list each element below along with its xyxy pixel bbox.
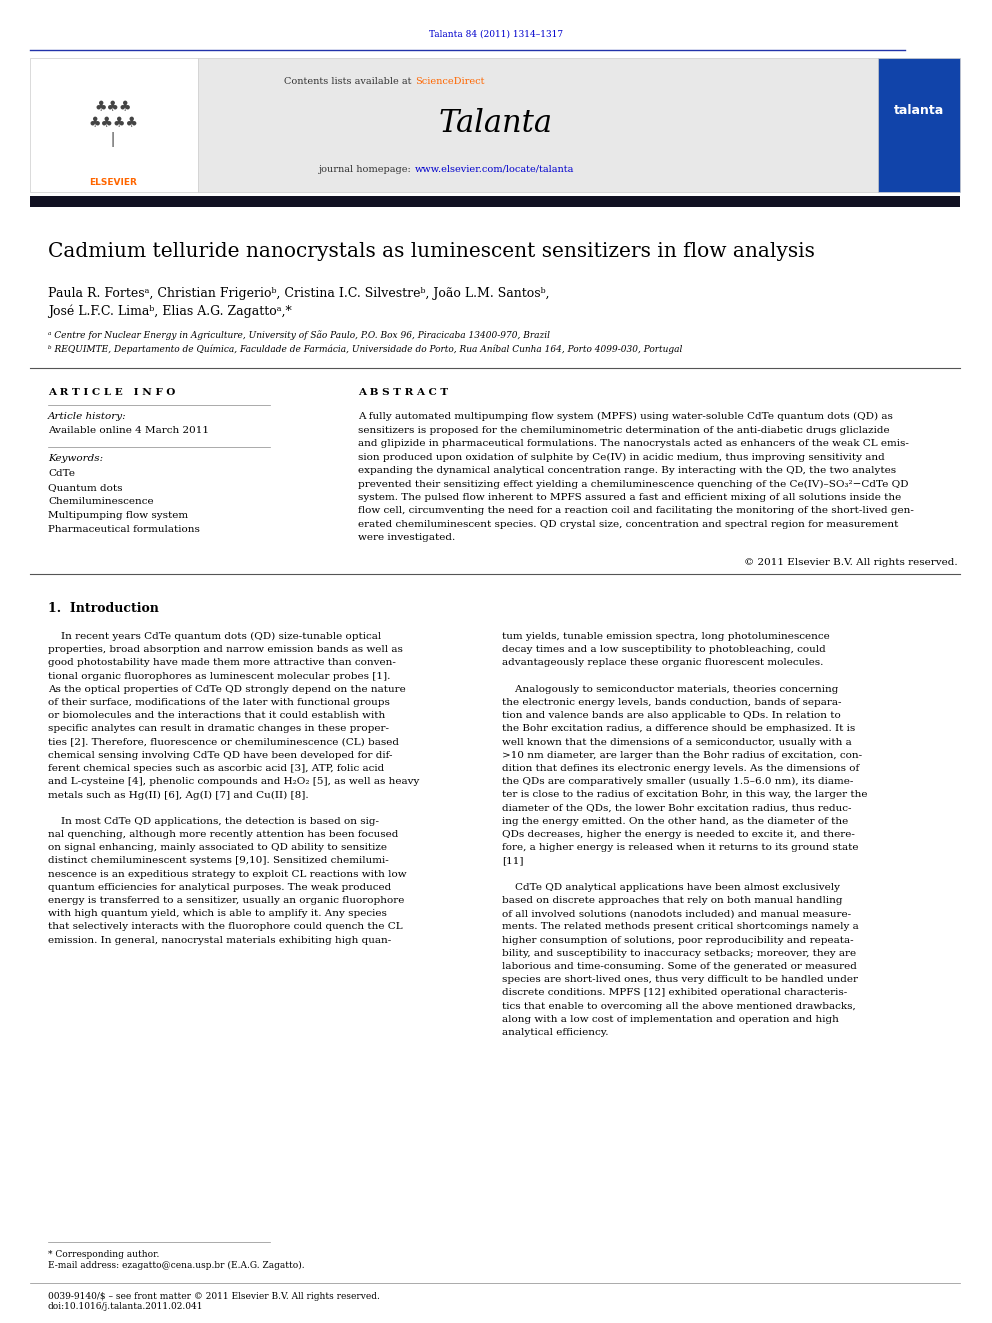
Text: along with a low cost of implementation and operation and high: along with a low cost of implementation … (502, 1015, 839, 1024)
Text: A R T I C L E   I N F O: A R T I C L E I N F O (48, 388, 176, 397)
Text: of all involved solutions (nanodots included) and manual measure-: of all involved solutions (nanodots incl… (502, 909, 851, 918)
Text: Available online 4 March 2011: Available online 4 March 2011 (48, 426, 209, 435)
Text: the electronic energy levels, bands conduction, bands of separa-: the electronic energy levels, bands cond… (502, 699, 841, 706)
Text: specific analytes can result in dramatic changes in these proper-: specific analytes can result in dramatic… (48, 725, 389, 733)
Text: In most CdTe QD applications, the detection is based on sig-: In most CdTe QD applications, the detect… (48, 816, 379, 826)
Text: journal homepage:: journal homepage: (319, 165, 415, 175)
Text: ScienceDirect: ScienceDirect (415, 77, 484, 86)
Text: that selectively interacts with the fluorophore could quench the CL: that selectively interacts with the fluo… (48, 922, 403, 931)
Text: nescence is an expeditious strategy to exploit CL reactions with low: nescence is an expeditious strategy to e… (48, 869, 407, 878)
Text: energy is transferred to a sensitizer, usually an organic fluorophore: energy is transferred to a sensitizer, u… (48, 896, 405, 905)
Text: * Corresponding author.
E-mail address: ezagatto@cena.usp.br (E.A.G. Zagatto).: * Corresponding author. E-mail address: … (48, 1250, 305, 1270)
Text: tics that enable to overcoming all the above mentioned drawbacks,: tics that enable to overcoming all the a… (502, 1002, 856, 1011)
Text: discrete conditions. MPFS [12] exhibited operational characteris-: discrete conditions. MPFS [12] exhibited… (502, 988, 847, 998)
Text: system. The pulsed flow inherent to MPFS assured a fast and efficient mixing of : system. The pulsed flow inherent to MPFS… (358, 493, 902, 501)
Text: ᵇ REQUIMTE, Departamento de Química, Faculdade de Farmácia, Universidade do Port: ᵇ REQUIMTE, Departamento de Química, Fac… (48, 345, 682, 355)
Text: analytical efficiency.: analytical efficiency. (502, 1028, 608, 1037)
Text: decay times and a low susceptibility to photobleaching, could: decay times and a low susceptibility to … (502, 646, 825, 654)
Text: Article history:: Article history: (48, 411, 127, 421)
Text: were investigated.: were investigated. (358, 533, 455, 542)
Text: properties, broad absorption and narrow emission bands as well as: properties, broad absorption and narrow … (48, 646, 403, 654)
Text: bility, and susceptibility to inaccuracy setbacks; moreover, they are: bility, and susceptibility to inaccuracy… (502, 949, 856, 958)
Text: distinct chemiluminescent systems [9,10]. Sensitized chemilumi-: distinct chemiluminescent systems [9,10]… (48, 856, 389, 865)
Text: good photostability have made them more attractive than conven-: good photostability have made them more … (48, 659, 396, 667)
Text: A B S T R A C T: A B S T R A C T (358, 388, 448, 397)
Text: and L-cysteine [4], phenolic compounds and H₂O₂ [5], as well as heavy: and L-cysteine [4], phenolic compounds a… (48, 777, 420, 786)
Text: laborious and time-consuming. Some of the generated or measured: laborious and time-consuming. Some of th… (502, 962, 857, 971)
Text: Quantum dots: Quantum dots (48, 483, 122, 492)
Text: sion produced upon oxidation of sulphite by Ce(IV) in acidic medium, thus improv: sion produced upon oxidation of sulphite… (358, 452, 885, 462)
Text: A fully automated multipumping flow system (MPFS) using water-soluble CdTe quant: A fully automated multipumping flow syst… (358, 411, 893, 421)
Text: >10 nm diameter, are larger than the Bohr radius of excitation, con-: >10 nm diameter, are larger than the Boh… (502, 750, 862, 759)
Text: species are short-lived ones, thus very difficult to be handled under: species are short-lived ones, thus very … (502, 975, 858, 984)
Text: or biomolecules and the interactions that it could establish with: or biomolecules and the interactions tha… (48, 712, 385, 720)
Text: tional organic fluorophores as luminescent molecular probes [1].: tional organic fluorophores as luminesce… (48, 672, 391, 680)
Text: expanding the dynamical analytical concentration range. By interacting with the : expanding the dynamical analytical conce… (358, 466, 896, 475)
Text: ferent chemical species such as ascorbic acid [3], ATP, folic acid: ferent chemical species such as ascorbic… (48, 763, 384, 773)
Text: ter is close to the radius of excitation Bohr, in this way, the larger the: ter is close to the radius of excitation… (502, 790, 867, 799)
Text: www.elsevier.com/locate/talanta: www.elsevier.com/locate/talanta (415, 165, 574, 175)
Text: tum yields, tunable emission spectra, long photoluminescence: tum yields, tunable emission spectra, lo… (502, 632, 829, 642)
Text: Multipumping flow system: Multipumping flow system (48, 511, 188, 520)
Bar (878, 58, 960, 192)
Text: ments. The related methods present critical shortcomings namely a: ments. The related methods present criti… (502, 922, 859, 931)
Text: CdTe QD analytical applications have been almost exclusively: CdTe QD analytical applications have bee… (502, 882, 840, 892)
Text: based on discrete approaches that rely on both manual handling: based on discrete approaches that rely o… (502, 896, 842, 905)
Text: 0039-9140/$ – see front matter © 2011 Elsevier B.V. All rights reserved.
doi:10.: 0039-9140/$ – see front matter © 2011 El… (48, 1293, 380, 1311)
Text: José L.F.C. Limaᵇ, Elias A.G. Zagattoᵃ,*: José L.F.C. Limaᵇ, Elias A.G. Zagattoᵃ,* (48, 304, 292, 318)
Text: Cadmium telluride nanocrystals as luminescent sensitizers in flow analysis: Cadmium telluride nanocrystals as lumine… (48, 242, 814, 261)
Text: the QDs are comparatively smaller (usually 1.5–6.0 nm), its diame-: the QDs are comparatively smaller (usual… (502, 777, 853, 786)
Text: [11]: [11] (502, 856, 524, 865)
Text: Analogously to semiconductor materials, theories concerning: Analogously to semiconductor materials, … (502, 685, 838, 693)
Text: flow cell, circumventing the need for a reaction coil and facilitating the monit: flow cell, circumventing the need for a … (358, 507, 914, 516)
Text: advantageously replace these organic fluorescent molecules.: advantageously replace these organic flu… (502, 659, 823, 667)
Text: higher consumption of solutions, poor reproducibility and repeata-: higher consumption of solutions, poor re… (502, 935, 854, 945)
Text: quantum efficiencies for analytical purposes. The weak produced: quantum efficiencies for analytical purp… (48, 882, 391, 892)
Text: chemical sensing involving CdTe QD have been developed for dif-: chemical sensing involving CdTe QD have … (48, 750, 393, 759)
Text: sensitizers is proposed for the chemiluminometric determination of the anti-diab: sensitizers is proposed for the chemilum… (358, 426, 890, 434)
Text: ing the energy emitted. On the other hand, as the diameter of the: ing the energy emitted. On the other han… (502, 816, 848, 826)
Text: on signal enhancing, mainly associated to QD ability to sensitize: on signal enhancing, mainly associated t… (48, 843, 387, 852)
Text: Talanta: Talanta (439, 108, 553, 139)
Text: prevented their sensitizing effect yielding a chemiluminescence quenching of the: prevented their sensitizing effect yield… (358, 479, 909, 488)
Text: ELSEVIER: ELSEVIER (89, 179, 137, 187)
Text: In recent years CdTe quantum dots (QD) size-tunable optical: In recent years CdTe quantum dots (QD) s… (48, 632, 381, 642)
Bar (30, 58, 198, 192)
Text: fore, a higher energy is released when it returns to its ground state: fore, a higher energy is released when i… (502, 843, 858, 852)
Text: ᵃ Centre for Nuclear Energy in Agriculture, University of São Paulo, P.O. Box 96: ᵃ Centre for Nuclear Energy in Agricultu… (48, 329, 550, 340)
Text: and glipizide in pharmaceutical formulations. The nanocrystals acted as enhancer: and glipizide in pharmaceutical formulat… (358, 439, 909, 448)
Text: ties [2]. Therefore, fluorescence or chemiluminescence (CL) based: ties [2]. Therefore, fluorescence or che… (48, 738, 399, 746)
Text: of their surface, modifications of the later with functional groups: of their surface, modifications of the l… (48, 699, 390, 706)
Text: Contents lists available at: Contents lists available at (285, 77, 415, 86)
Text: the Bohr excitation radius, a difference should be emphasized. It is: the Bohr excitation radius, a difference… (502, 725, 855, 733)
Text: emission. In general, nanocrystal materials exhibiting high quan-: emission. In general, nanocrystal materi… (48, 935, 391, 945)
Text: 1.  Introduction: 1. Introduction (48, 602, 159, 615)
Bar (30, 196, 960, 206)
Text: © 2011 Elsevier B.V. All rights reserved.: © 2011 Elsevier B.V. All rights reserved… (744, 558, 958, 568)
Text: diameter of the QDs, the lower Bohr excitation radius, thus reduc-: diameter of the QDs, the lower Bohr exci… (502, 803, 851, 812)
Text: Talanta 84 (2011) 1314–1317: Talanta 84 (2011) 1314–1317 (429, 30, 563, 38)
Text: tion and valence bands are also applicable to QDs. In relation to: tion and valence bands are also applicab… (502, 712, 841, 720)
Text: Keywords:: Keywords: (48, 454, 103, 463)
Text: metals such as Hg(II) [6], Ag(I) [7] and Cu(II) [8].: metals such as Hg(II) [6], Ag(I) [7] and… (48, 790, 309, 799)
Text: talanta: talanta (894, 103, 944, 116)
Text: erated chemiluminescent species. QD crystal size, concentration and spectral reg: erated chemiluminescent species. QD crys… (358, 520, 899, 529)
Text: CdTe: CdTe (48, 468, 75, 478)
Text: ♣♣♣
♣♣♣♣
  |: ♣♣♣ ♣♣♣♣ | (88, 101, 138, 147)
Text: dition that defines its electronic energy levels. As the dimensions of: dition that defines its electronic energ… (502, 763, 859, 773)
Text: Pharmaceutical formulations: Pharmaceutical formulations (48, 525, 199, 534)
Text: well known that the dimensions of a semiconductor, usually with a: well known that the dimensions of a semi… (502, 738, 852, 746)
Text: Chemiluminescence: Chemiluminescence (48, 497, 154, 505)
Text: Paula R. Fortesᵃ, Christian Frigerioᵇ, Cristina I.C. Silvestreᵇ, João L.M. Santo: Paula R. Fortesᵃ, Christian Frigerioᵇ, C… (48, 287, 550, 300)
Text: with high quantum yield, which is able to amplify it. Any species: with high quantum yield, which is able t… (48, 909, 387, 918)
Text: QDs decreases, higher the energy is needed to excite it, and there-: QDs decreases, higher the energy is need… (502, 830, 855, 839)
Text: nal quenching, although more recently attention has been focused: nal quenching, although more recently at… (48, 830, 399, 839)
Text: As the optical properties of CdTe QD strongly depend on the nature: As the optical properties of CdTe QD str… (48, 685, 406, 693)
Bar (198, 58, 878, 192)
